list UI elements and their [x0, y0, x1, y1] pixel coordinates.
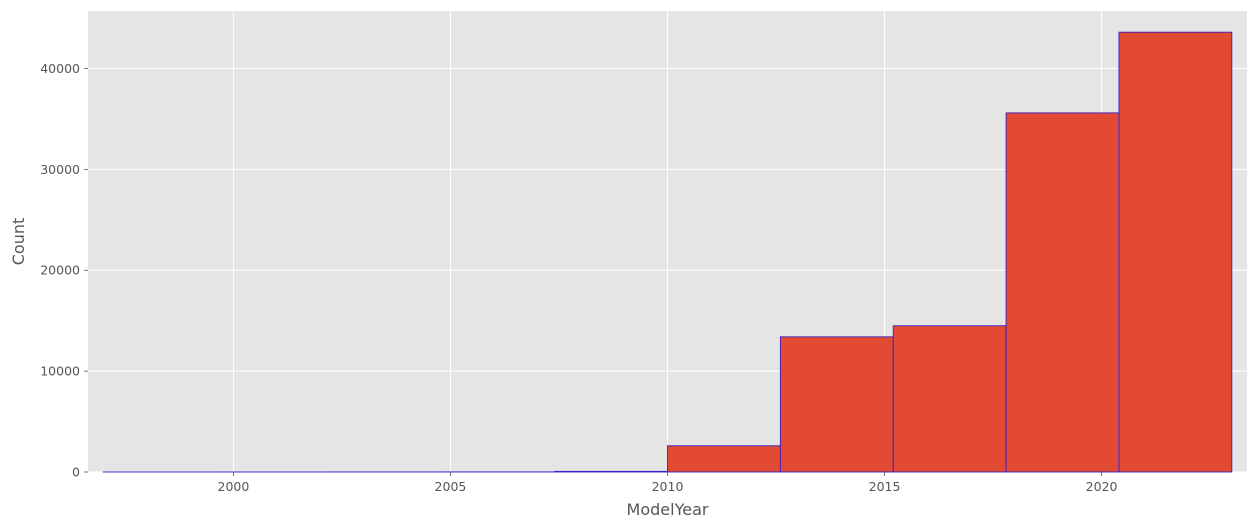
y-tick-label: 0: [72, 465, 80, 480]
y-tick-label: 30000: [40, 162, 80, 177]
x-tick-label: 2015: [869, 479, 901, 494]
x-tick-label: 2010: [652, 479, 684, 494]
y-tick-label: 40000: [40, 61, 80, 76]
x-tick-label: 2020: [1086, 479, 1118, 494]
y-tick-label: 20000: [40, 263, 80, 278]
y-tick-label: 10000: [40, 364, 80, 379]
histogram-bar-10: [1118, 31, 1233, 473]
histogram-bar-5: [554, 470, 668, 473]
histogram-bar-6: [667, 445, 781, 473]
histogram-bar-9: [1005, 112, 1120, 473]
bars: [102, 31, 1233, 473]
histogram-bar-7: [779, 336, 894, 473]
x-axis-label: ModelYear: [627, 500, 709, 519]
y-axis-label: Count: [9, 218, 28, 266]
x-tick-label: 2000: [218, 479, 250, 494]
y-axis-ticks: 0 10000 20000 30000 40000: [40, 61, 88, 480]
x-tick-label: 2005: [435, 479, 467, 494]
x-axis-ticks: 2000 2005 2010 2015 2020: [218, 472, 1118, 494]
histogram-bar-8: [892, 325, 1007, 473]
